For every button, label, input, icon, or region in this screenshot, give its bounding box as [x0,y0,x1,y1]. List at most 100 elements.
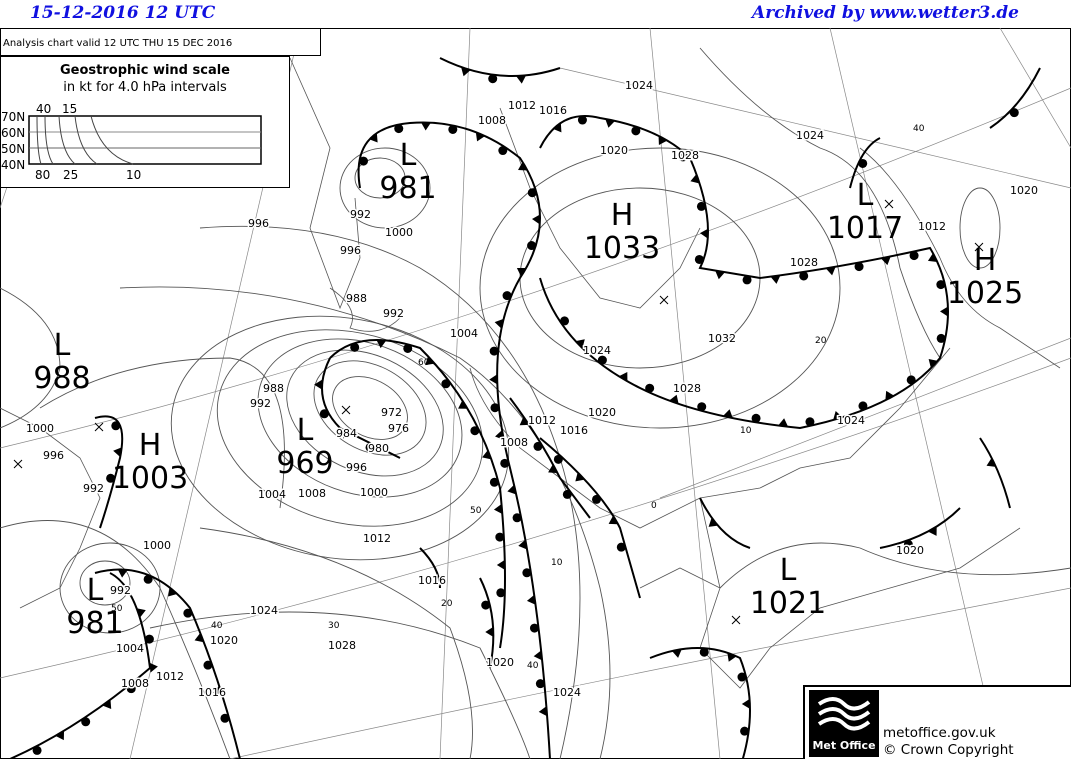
warm-front-semicircle [696,201,706,211]
cold-front-triangle [376,339,387,349]
warm-front-semicircle [498,146,508,156]
warm-front-semicircle [470,426,480,436]
warm-front-semicircle [597,355,607,365]
wind-speed-label: 10 [740,426,752,436]
pressure-centre-value: 1033 [584,231,660,266]
isobar-label: 992 [350,208,371,221]
cold-front-triangle [168,587,178,597]
warm-front-semicircle [220,713,230,723]
legend-title: Geostrophic wind scale [59,63,230,78]
lat-label: 40N [1,158,25,172]
warm-front-semicircle [350,342,360,352]
warm-front-semicircle [1009,108,1019,118]
pressure-centre-value: 988 [33,361,90,396]
pressure-centre-type: H [611,198,634,233]
cold-front-triangle [516,267,527,277]
warm-front-semicircle [394,124,404,134]
cold-front-triangle [575,472,585,482]
cold-front-triangle [516,75,527,84]
warm-front-semicircle [111,421,121,431]
isobar-label: 976 [388,422,409,435]
warm-front-semicircle [645,383,655,393]
cold-front-triangle [55,730,65,741]
isobar-label: 996 [248,217,269,230]
isobar-label: 1024 [796,129,824,142]
cold-front-triangle [420,122,431,131]
warm-front-semicircle [527,241,537,251]
cold-front-triangle [715,270,726,280]
warm-front-semicircle [631,126,641,136]
cold-front-triangle [778,418,789,427]
isobar-label: 992 [250,397,271,410]
warm-front-semicircle [495,532,505,542]
warm-front-semicircle [699,647,709,657]
cold-front-triangle [342,429,352,439]
cold-front-triangle [928,359,938,369]
warm-front-semicircle [489,477,499,487]
scale-label: 25 [63,168,78,182]
pressure-centre-value: 1021 [750,586,826,621]
warm-front-semicircle [805,417,815,427]
isobar-label: 1024 [553,686,581,699]
synoptic-map: 996 992 1000 996 988 992 1004 988 992 984 980 976 97… [0,28,1071,759]
warm-front-semicircle [403,343,413,353]
cold-front-triangle [482,449,492,460]
isobar-label: 1020 [486,656,514,669]
cold-front-triangle [518,161,528,171]
isobar-label: 1016 [418,574,446,587]
cold-front-triangle [825,266,836,276]
cold-front-triangle [495,430,504,440]
cold-front-triangle [496,559,505,570]
fronts [9,57,1041,759]
warm-front-semicircle [106,473,116,483]
isobar-label: 988 [263,382,284,395]
isobar-label: 984 [336,427,357,440]
pressure-centre-type: L [54,328,71,363]
isobar-label: 1004 [258,488,286,501]
cold-front-triangle [194,632,204,643]
isobar-label: 996 [340,244,361,257]
cold-front-triangle [461,67,471,77]
isobar-label: 988 [346,292,367,305]
cold-front-triangle [538,706,548,717]
isobar-label: 1008 [298,487,326,500]
site-link[interactable]: metoffice.gov.uk [883,725,996,741]
cold-front-triangle [493,503,503,514]
isobar-label: 1020 [896,544,924,557]
cold-front-triangle [368,133,378,143]
isobar-label: 1028 [673,382,701,395]
warm-front-semicircle [203,660,213,670]
warm-front-semicircle [527,188,537,198]
cold-front-triangle [727,652,737,662]
isobar-label: 1012 [508,99,536,112]
isobar-label: 1012 [528,414,556,427]
isobar-label: 992 [383,307,404,320]
warm-front-semicircle [502,291,512,301]
pressure-centre-type: H [974,243,997,278]
cold-front-triangle [986,457,996,467]
warm-front-semicircle [32,745,42,755]
warm-front-semicircle [533,441,543,451]
isobar-label: 980 [368,442,389,455]
pressure-centre-type: H [139,428,162,463]
warm-front-semicircle [522,568,532,578]
wind-scale-graph: 70N 60N 50N 40N 40 15 80 25 10 [1,102,262,182]
isobar-label: 992 [83,482,104,495]
warm-front-semicircle [678,152,688,162]
cold-front-triangle [314,379,323,390]
warm-front-semicircle [319,409,329,419]
warm-front-semicircle [697,402,707,412]
logo-text: Met Office [812,739,876,752]
pressure-centre-value: 981 [66,606,123,641]
isobar-label: 1028 [671,149,699,162]
warm-front-semicircle [903,539,913,549]
warm-front-semicircle [81,717,91,727]
met-office-logo-panel: Met Office metoffice.gov.uk © Crown Copy… [803,685,1071,759]
cold-front-triangle [741,698,750,709]
cold-front-triangle [507,484,517,495]
warm-front-semicircle [448,124,458,134]
wind-speed-label: 20 [441,599,453,609]
isobar-label: 1032 [708,332,736,345]
isobar-label: 1008 [478,114,506,127]
cold-front-triangle [699,228,709,239]
